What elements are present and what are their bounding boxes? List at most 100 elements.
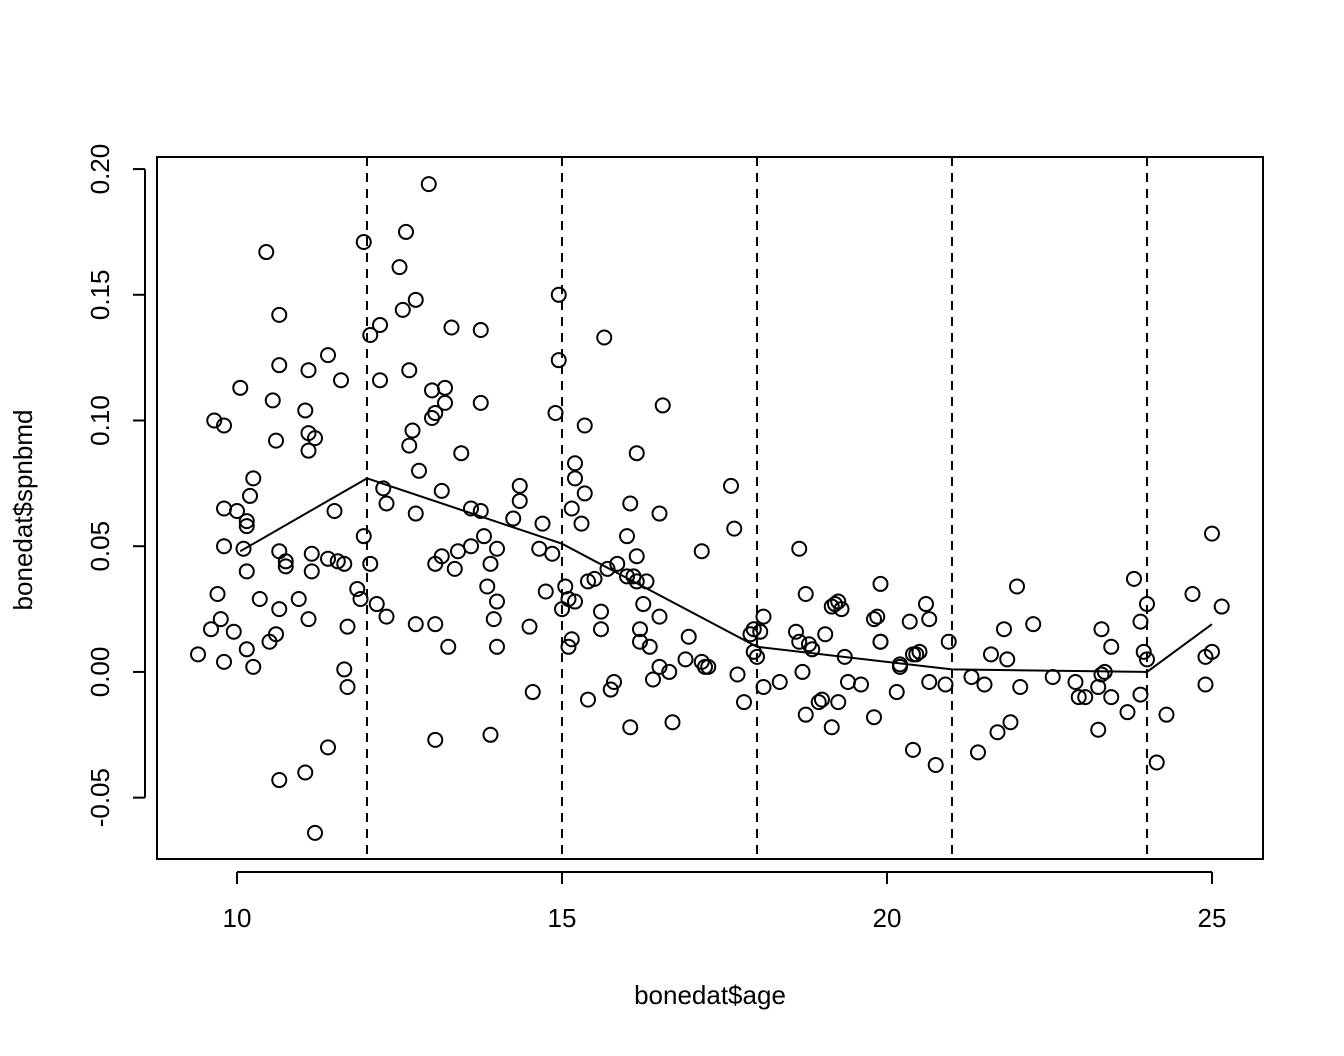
point (216, 653, 233, 670)
point (251, 591, 268, 608)
point (579, 691, 596, 708)
point (810, 694, 827, 711)
point (544, 545, 561, 562)
point (635, 596, 652, 613)
point (1119, 704, 1136, 721)
point (680, 628, 697, 645)
point (937, 676, 954, 693)
point (531, 540, 548, 557)
point (238, 518, 255, 535)
point (537, 583, 554, 600)
point (225, 623, 242, 640)
point (1125, 570, 1142, 587)
point (1070, 689, 1087, 706)
point (437, 394, 454, 411)
point (245, 470, 262, 487)
point (940, 633, 957, 650)
point (372, 316, 389, 333)
point (563, 500, 580, 517)
point (999, 651, 1016, 668)
point (911, 643, 928, 660)
point (566, 455, 583, 472)
point (290, 591, 307, 608)
point (216, 417, 233, 434)
point (888, 684, 905, 701)
point (271, 306, 288, 323)
point (1103, 689, 1120, 706)
point (1008, 578, 1025, 595)
point (297, 764, 314, 781)
point (1158, 706, 1175, 723)
point (190, 646, 207, 663)
point (755, 679, 772, 696)
y-tick-label: 0.10 (85, 395, 115, 446)
point (277, 558, 294, 575)
point (904, 741, 921, 758)
point (362, 555, 379, 572)
point (592, 603, 609, 620)
point (576, 485, 593, 502)
point (443, 319, 460, 336)
point (264, 392, 281, 409)
point (268, 626, 285, 643)
point (472, 503, 489, 520)
point (791, 540, 808, 557)
point (813, 691, 830, 708)
point (729, 666, 746, 683)
point (726, 520, 743, 537)
point (271, 357, 288, 374)
point (450, 543, 467, 560)
point (661, 663, 678, 680)
point (238, 641, 255, 658)
y-tick-label: 0.20 (85, 144, 115, 195)
point (651, 658, 668, 675)
point (352, 591, 369, 608)
point (424, 409, 441, 426)
point (339, 679, 356, 696)
point (1002, 714, 1019, 731)
point (446, 560, 463, 577)
point (368, 596, 385, 613)
point (677, 651, 694, 668)
point (599, 560, 616, 577)
point (303, 545, 320, 562)
point (1093, 666, 1110, 683)
point (989, 724, 1006, 741)
point (563, 631, 580, 648)
x-tick-label: 20 (873, 903, 902, 933)
y-tick-label: 0.15 (85, 269, 115, 320)
point (505, 510, 522, 527)
point (238, 513, 255, 530)
point (1203, 525, 1220, 542)
y-tick-label: 0.05 (85, 521, 115, 572)
point (271, 543, 288, 560)
point (407, 505, 424, 522)
point (1093, 621, 1110, 638)
point (566, 470, 583, 487)
point (1090, 721, 1107, 738)
point (245, 658, 262, 675)
point (560, 638, 577, 655)
point (592, 621, 609, 638)
point (1138, 651, 1155, 668)
point (242, 487, 259, 504)
point (482, 726, 499, 743)
point (1012, 679, 1029, 696)
point (420, 176, 437, 193)
point (424, 382, 441, 399)
plot-frame (156, 156, 1264, 860)
point (320, 550, 337, 567)
point (511, 492, 528, 509)
point (830, 593, 847, 610)
point (521, 618, 538, 635)
point (307, 430, 324, 447)
point (362, 327, 379, 344)
point (823, 719, 840, 736)
point (307, 824, 324, 841)
point (268, 432, 285, 449)
point (437, 379, 454, 396)
point (700, 658, 717, 675)
point (618, 528, 635, 545)
point (771, 673, 788, 690)
x-tick-label: 15 (548, 903, 577, 933)
